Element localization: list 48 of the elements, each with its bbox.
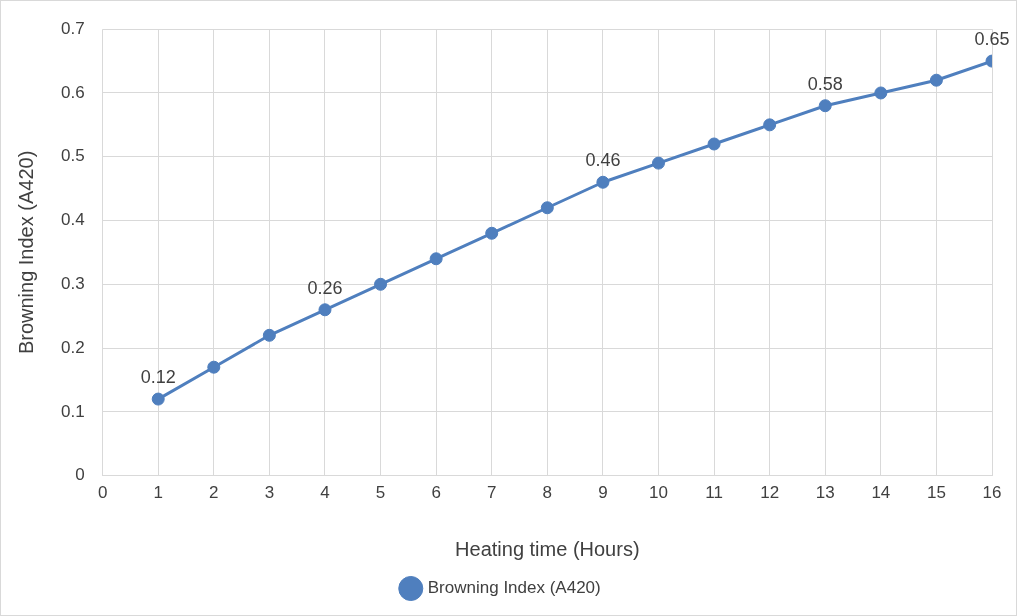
y-tick-label: 0 (75, 465, 85, 485)
data-label: 0.12 (140, 367, 176, 388)
point (318, 303, 332, 317)
x-tick-label: 4 (320, 483, 330, 503)
point (763, 118, 777, 132)
x-tick-label: 2 (209, 483, 219, 503)
y-tick-label: 0.6 (60, 82, 85, 102)
x-tick-label: 16 (982, 483, 1002, 503)
x-tick-label: 1 (153, 483, 163, 503)
data-label: 0.46 (585, 150, 621, 171)
point (374, 277, 388, 291)
point (707, 137, 721, 151)
x-axis-title: Heating time (Hours) (455, 537, 640, 560)
point (818, 99, 832, 113)
point (151, 392, 165, 406)
x-tick-label: 11 (705, 483, 723, 503)
point (651, 156, 665, 170)
point (262, 328, 276, 342)
data-label: 0.65 (974, 29, 1010, 50)
x-tick-label: 6 (431, 483, 441, 503)
x-tick-label: 5 (375, 483, 386, 503)
x-tick-label: 0 (97, 483, 108, 503)
x-tick-label: 14 (871, 483, 891, 503)
x-tick-label: 15 (926, 483, 946, 503)
y-tick-label: 0.4 (60, 210, 85, 230)
y-tick-label: 0.3 (60, 273, 85, 293)
x-tick-label: 7 (487, 483, 497, 503)
point (429, 252, 443, 266)
point (929, 73, 943, 87)
y-tick-label: 0.1 (60, 401, 85, 421)
point (874, 86, 888, 100)
point (485, 226, 499, 240)
x-tick-label: 3 (264, 483, 275, 503)
x-tick-label: 8 (542, 483, 553, 503)
x-tick-label: 9 (598, 483, 608, 503)
x-tick-label: 12 (760, 483, 780, 503)
point (207, 360, 221, 374)
x-tick-label: 10 (649, 483, 668, 503)
y-tick-label: 0.5 (60, 146, 85, 166)
point (540, 201, 554, 215)
y-tick-label: 0.2 (60, 337, 85, 357)
point (596, 175, 610, 189)
y-tick-label: 0.7 (60, 18, 85, 38)
data-label: 0.26 (307, 277, 343, 298)
y-axis-title: Browning Index (A420) (14, 150, 37, 355)
data-label: 0.58 (807, 73, 843, 94)
legend-label: Browning Index (A420) (427, 578, 601, 598)
x-tick-label: 13 (815, 483, 835, 503)
